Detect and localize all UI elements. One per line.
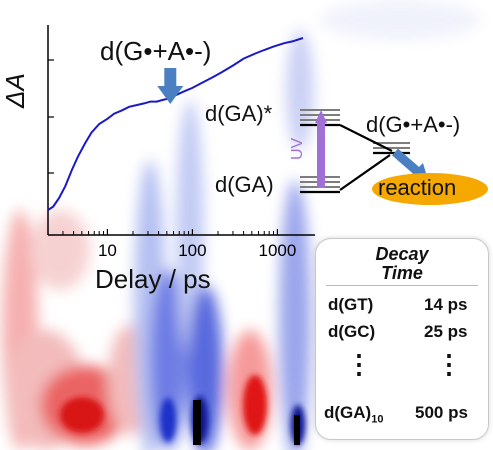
product-level-lines bbox=[373, 142, 410, 149]
table-header: Decay Time bbox=[316, 245, 488, 283]
reaction-label: reaction bbox=[378, 175, 457, 200]
heatmap-stripe bbox=[193, 400, 201, 445]
reaction-arrow-shaft bbox=[392, 148, 421, 176]
table-header-rule bbox=[326, 285, 478, 286]
transfer-arrow-upper bbox=[339, 124, 393, 152]
peak-annotation: d(G•+A•-) bbox=[100, 36, 212, 66]
heatmap-blob bbox=[150, 270, 186, 450]
x-tick-label: 1000 bbox=[258, 241, 296, 260]
row-name: d(GA)10 bbox=[324, 403, 384, 426]
upper-state-label: d(GA)* bbox=[205, 101, 273, 126]
series-line bbox=[47, 37, 304, 211]
y-ticks bbox=[48, 59, 54, 174]
heatmap-blob bbox=[30, 210, 90, 290]
x-tick-labels: 10 100 1000 bbox=[98, 241, 296, 260]
uv-arrow-shaft bbox=[317, 123, 325, 188]
heatmap-core bbox=[60, 397, 104, 433]
heatmap-blob bbox=[279, 180, 311, 450]
heatmap-core bbox=[243, 375, 267, 435]
table-header-line2: Time bbox=[381, 262, 423, 283]
heatmap-blob bbox=[320, 0, 480, 40]
peak-arrow-icon bbox=[157, 68, 184, 104]
heatmap-stripe bbox=[294, 415, 300, 445]
y-axis-label: ΔA bbox=[0, 73, 30, 108]
product-state-label: d(G•+A•-) bbox=[366, 112, 461, 137]
x-axis-label: Delay / ps bbox=[95, 264, 211, 294]
energy-diagram bbox=[300, 109, 488, 205]
row-name: d(GT) bbox=[328, 295, 374, 314]
ellipsis-right: ⋮ bbox=[436, 349, 462, 379]
ellipsis-left: ⋮ bbox=[346, 349, 372, 379]
x-tick-label: 100 bbox=[178, 241, 206, 260]
table-header-line1: Decay bbox=[375, 244, 429, 264]
decay-time-table: Decay Time d(GT) 14 ps d(GC) 25 ps ⋮ ⋮ d… bbox=[315, 238, 489, 440]
row-time: 25 ps bbox=[424, 322, 468, 341]
uv-arrow-head bbox=[315, 110, 327, 123]
x-ticks bbox=[47, 229, 279, 235]
heatmap-core bbox=[160, 398, 176, 442]
uv-label: UV bbox=[289, 137, 306, 160]
row-time: 500 ps bbox=[415, 403, 468, 422]
x-tick-label: 10 bbox=[98, 241, 117, 260]
row-time: 14 ps bbox=[424, 295, 468, 314]
reaction-ellipse bbox=[372, 173, 488, 205]
row-name: d(GC) bbox=[328, 322, 376, 341]
transfer-arrow-lower bbox=[339, 154, 391, 191]
lower-state-label: d(GA) bbox=[215, 172, 274, 197]
